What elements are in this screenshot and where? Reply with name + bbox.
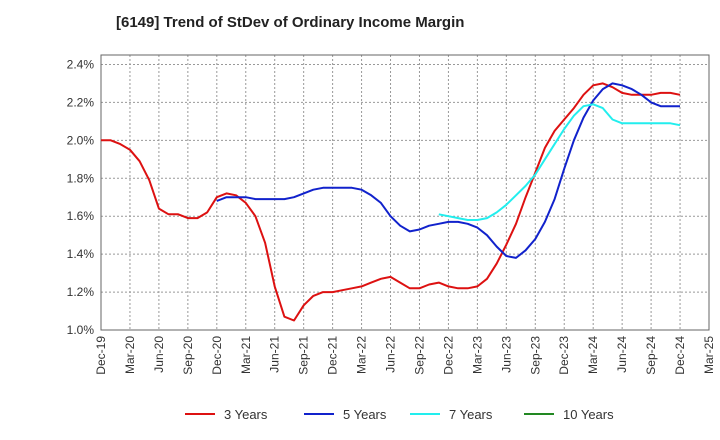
x-tick-label: Mar-22 (355, 336, 369, 374)
x-tick-label: Jun-23 (499, 336, 513, 373)
series-line-5-years (216, 82, 680, 259)
x-tick-label: Mar-24 (586, 336, 600, 374)
x-tick-label: Sep-23 (528, 336, 542, 375)
y-tick-label: 2.4% (67, 57, 95, 71)
x-tick-label: Dec-22 (441, 336, 455, 375)
series-line-7-years (438, 103, 681, 221)
y-tick-label: 1.8% (67, 171, 95, 185)
y-tick-label: 2.0% (67, 133, 95, 147)
x-tick-label: Mar-20 (123, 336, 137, 374)
legend-label: 3 Years (224, 407, 268, 422)
legend-label: 10 Years (563, 407, 614, 422)
legend-label: 5 Years (343, 407, 387, 422)
x-tick-label: Jun-24 (615, 336, 629, 373)
x-tick-label: Sep-20 (181, 336, 195, 375)
x-tick-label: Jun-21 (268, 336, 282, 373)
x-tick-label: Sep-24 (644, 336, 658, 375)
x-tick-label: Mar-23 (470, 336, 484, 374)
x-tick-label: Jun-20 (152, 336, 166, 373)
x-tick-label: Dec-20 (210, 336, 224, 375)
chart-title: [6149] Trend of StDev of Ordinary Income… (116, 14, 465, 31)
x-tick-label: Mar-21 (239, 336, 253, 374)
y-tick-label: 1.6% (67, 209, 95, 223)
x-tick-label: Dec-21 (326, 336, 340, 375)
plot-border (100, 54, 710, 331)
series-line-3-years (101, 82, 681, 322)
y-tick-label: 1.4% (67, 247, 95, 261)
x-tick-label: Mar-25 (702, 336, 716, 374)
x-tick-label: Dec-19 (94, 336, 108, 375)
x-tick-label: Sep-21 (297, 336, 311, 375)
legend-label: 7 Years (449, 407, 493, 422)
x-tick-label: Dec-24 (673, 336, 687, 375)
y-tick-label: 1.2% (67, 285, 95, 299)
y-tick-label: 1.0% (67, 323, 95, 337)
x-tick-label: Sep-22 (412, 336, 426, 375)
x-tick-label: Jun-22 (384, 336, 398, 373)
plot-area (101, 55, 709, 330)
x-tick-label: Dec-23 (557, 336, 571, 375)
y-tick-label: 2.2% (67, 95, 95, 109)
